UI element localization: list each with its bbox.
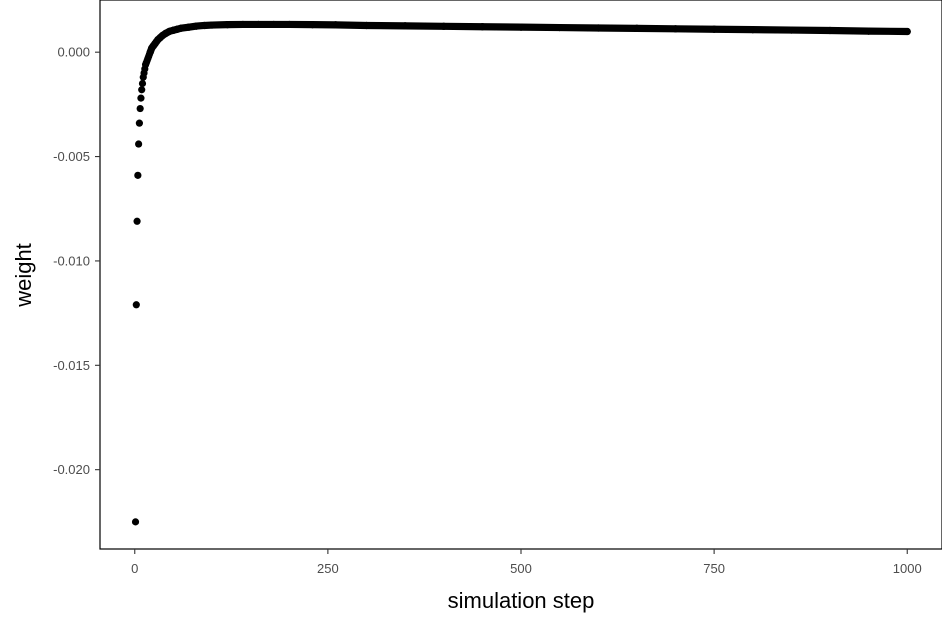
panel-border — [99, 0, 942, 550]
y-axis-title: weight — [11, 243, 36, 308]
x-axis: 0 250 500 750 1000 — [131, 549, 922, 576]
data-points — [131, 20, 911, 526]
x-tick-label: 500 — [510, 561, 532, 576]
dense-point-run — [826, 26, 873, 35]
data-point — [132, 301, 140, 309]
data-point — [133, 217, 141, 225]
y-tick-label: -0.010 — [53, 253, 90, 268]
dense-point-run — [332, 21, 371, 30]
data-point — [135, 140, 143, 148]
panel — [99, 0, 942, 550]
data-point — [136, 104, 144, 113]
x-tick-label: 250 — [317, 561, 339, 576]
y-tick-label: -0.005 — [53, 149, 90, 164]
y-tick-label: -0.020 — [53, 462, 90, 477]
data-point — [138, 86, 146, 94]
y-tick-label: 0.000 — [57, 45, 90, 60]
x-axis-title: simulation step — [448, 588, 595, 613]
data-point — [137, 94, 145, 102]
x-tick-label: 750 — [703, 561, 725, 576]
data-point — [135, 119, 143, 127]
y-tick-label: -0.015 — [53, 358, 90, 373]
data-point — [131, 518, 140, 526]
data-point — [134, 171, 142, 179]
x-tick-label: 0 — [131, 561, 138, 576]
y-axis: 0.000 -0.005 -0.010 -0.015 -0.020 — [53, 45, 100, 477]
x-tick-label: 1000 — [893, 561, 922, 576]
data-point — [138, 79, 147, 88]
